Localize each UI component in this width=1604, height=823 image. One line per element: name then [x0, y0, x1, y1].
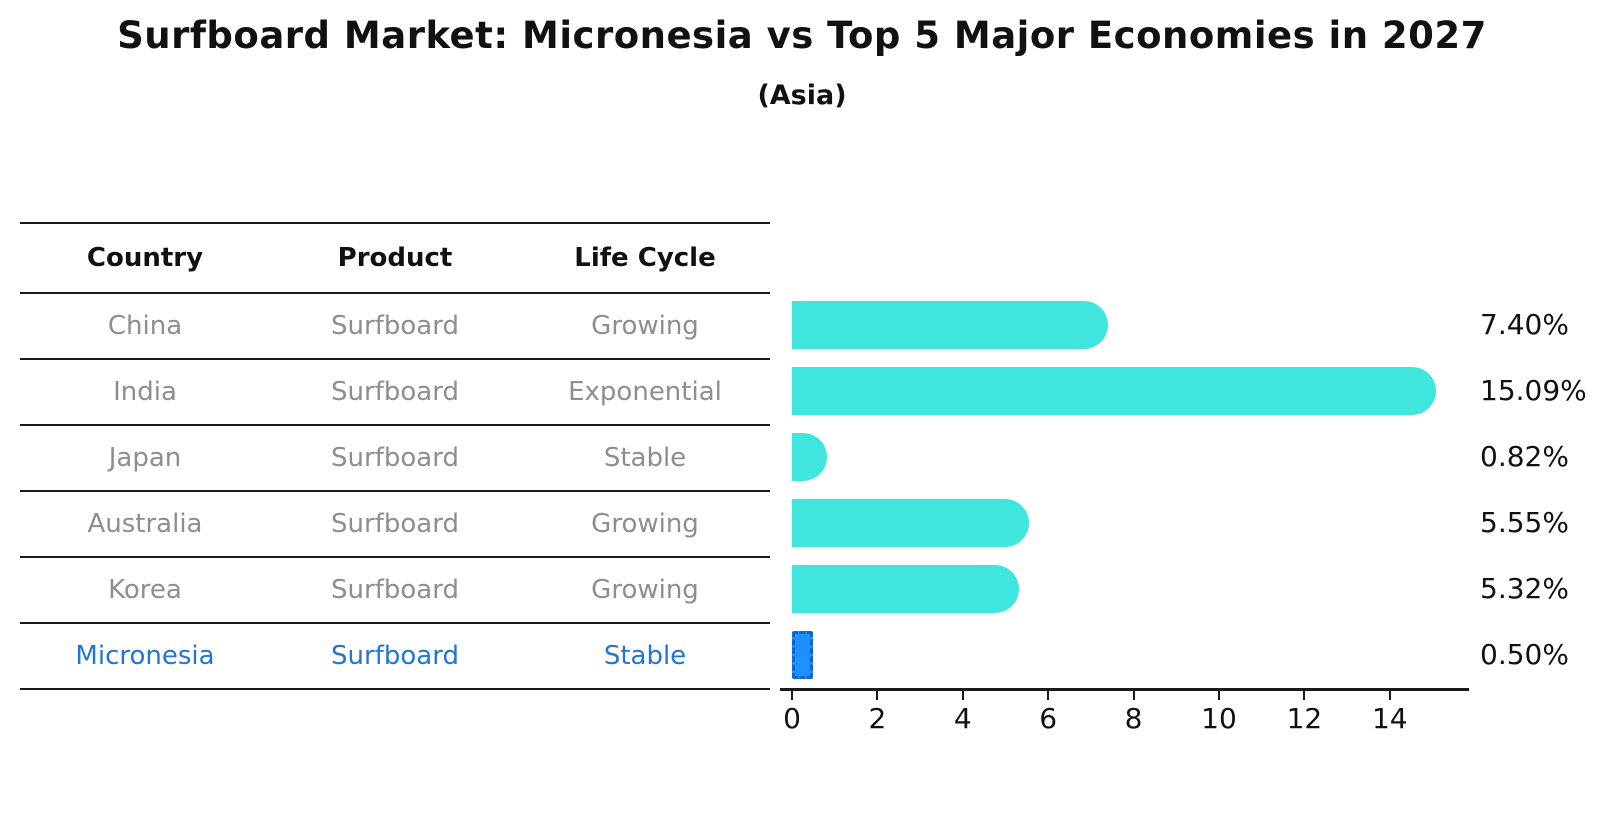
x-axis-tick-label: 0 — [783, 702, 801, 735]
chart-subtitle: (Asia) — [757, 80, 847, 111]
table-cell-life-cycle: Stable — [603, 443, 687, 473]
table-cell-country: Micronesia — [75, 641, 215, 671]
table-cell-country: China — [107, 311, 183, 341]
bar-korea — [792, 565, 1020, 613]
x-axis-tick-label: 2 — [868, 702, 887, 735]
table-cell-life-cycle: Growing — [591, 311, 699, 341]
table-cell-country: Japan — [108, 443, 182, 473]
value-label-india: 15.09% — [1480, 374, 1587, 407]
table-header-life-cycle: Life Cycle — [574, 243, 716, 273]
x-axis-tick — [1303, 691, 1306, 700]
value-label-micronesia: 0.50% — [1480, 638, 1569, 671]
x-axis-tick — [1388, 691, 1391, 700]
table-body: China Surfboard Growing India Surfboard Expon… — [20, 294, 770, 690]
x-axis-tick — [961, 691, 964, 700]
table-header-country: Country — [86, 243, 204, 273]
value-label-china: 7.40% — [1480, 308, 1569, 341]
table-header-product: Product — [337, 243, 453, 273]
value-label-australia: 5.55% — [1480, 506, 1569, 539]
x-axis-tick-label: 10 — [1201, 702, 1237, 735]
table-cell-product: Surfboard — [331, 575, 459, 605]
value-label-japan: 0.82% — [1480, 440, 1569, 473]
table-cell-life-cycle: Stable — [603, 641, 687, 671]
bar-australia — [792, 499, 1029, 547]
chart-title: Surfboard Market: Micronesia vs Top 5 Ma… — [117, 14, 1487, 57]
x-axis-tick — [1218, 691, 1220, 700]
x-axis-tick-label: 6 — [1039, 702, 1058, 735]
table-cell-country: India — [113, 377, 177, 407]
table-row-japan: Japan Surfboard Stable — [20, 426, 770, 492]
table-cell-life-cycle: Growing — [591, 509, 699, 539]
x-axis-tick — [1047, 691, 1050, 700]
x-axis-line — [780, 688, 1469, 691]
x-axis-tick-label: 12 — [1286, 702, 1323, 735]
value-label-korea: 5.32% — [1480, 572, 1569, 605]
table-cell-life-cycle: Exponential — [568, 377, 722, 407]
table-cell-country: Korea — [108, 575, 182, 605]
table-cell-product: Surfboard — [331, 311, 459, 341]
x-axis-tick — [876, 691, 879, 700]
table-row-korea: Korea Surfboard Growing — [20, 558, 770, 624]
table-cell-product: Surfboard — [331, 641, 459, 671]
table-cell-life-cycle: Growing — [591, 575, 699, 605]
table-row-australia: Australia Surfboard Growing — [20, 492, 770, 558]
bar-micronesia-highlight — [792, 631, 814, 679]
x-axis-tick-label: 8 — [1124, 702, 1143, 735]
bar-india — [792, 367, 1437, 415]
table-header-row: Country Product Life Cycle — [20, 224, 770, 294]
x-axis-tick — [791, 691, 793, 700]
bar-china — [792, 301, 1108, 349]
x-axis-tick-label: 14 — [1371, 702, 1408, 735]
table-row-india: India Surfboard Exponential — [20, 360, 770, 426]
table-cell-product: Surfboard — [331, 509, 459, 539]
x-axis-tick-label: 4 — [953, 702, 972, 735]
summary-table: Country Product Life Cycle China Surfboar… — [20, 222, 770, 690]
table-cell-country: Australia — [87, 509, 203, 539]
x-axis-tick — [1132, 691, 1135, 700]
bar-japan — [792, 433, 827, 481]
table-cell-product: Surfboard — [331, 443, 459, 473]
table-row-china: China Surfboard Growing — [20, 294, 770, 360]
table-cell-product: Surfboard — [331, 377, 459, 407]
table-row-micronesia: Micronesia Surfboard Stable — [20, 624, 770, 690]
